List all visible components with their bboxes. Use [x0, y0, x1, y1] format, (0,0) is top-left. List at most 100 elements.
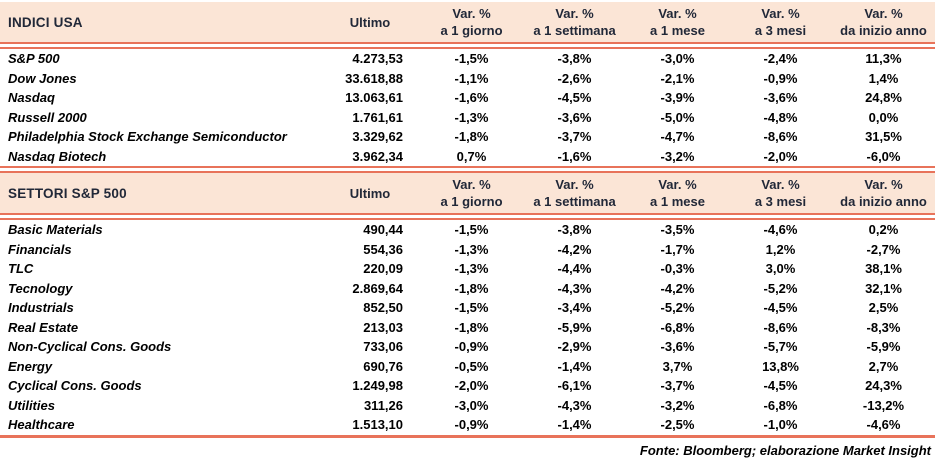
var-percent-value: -3,7% [660, 378, 695, 394]
var-percent-value: -5,9% [866, 339, 901, 355]
double-rule-divider [0, 213, 935, 220]
var-percent-value: -5,9% [557, 319, 592, 335]
var-percent-value: -3,9% [660, 90, 695, 106]
column-header-var-1-mese: Var. % a 1 mese [626, 2, 729, 42]
var-percent-value: -3,8% [557, 222, 592, 238]
var-percent-label: Var. % [658, 6, 697, 21]
table-row: Nasdaq 13.063,61 -1,6% -4,5% -3,9% -3,6% 24,8% [0, 88, 935, 108]
var-percent-value: -1,7% [660, 241, 695, 257]
var-percent-value: -4,3% [557, 280, 592, 296]
var-percent-value: -0,3% [660, 261, 695, 277]
var-percent-value: -2,7% [866, 241, 901, 257]
table-row: Philadelphia Stock Exchange Semiconducto… [0, 127, 935, 147]
var-percent-value: -1,8% [454, 129, 489, 145]
var-percent-value: -2,9% [557, 339, 592, 355]
period-label: a 1 settimana [533, 194, 616, 209]
table-row: Energy 690,76 -0,5% -1,4% 3,7% 13,8% 2,7% [0, 357, 935, 377]
var-percent-value: -3,4% [557, 300, 592, 316]
var-percent-value: -2,0% [763, 148, 798, 164]
row-label: Nasdaq [8, 90, 55, 106]
period-label: a 1 mese [650, 194, 705, 209]
var-percent-value: -3,8% [557, 51, 592, 67]
var-percent-value: -2,1% [660, 70, 695, 86]
ultimo-value: 1.513,10 [352, 417, 403, 433]
var-percent-value: -8,3% [866, 319, 901, 335]
var-percent-value: -1,8% [454, 319, 489, 335]
var-percent-value: -4,5% [763, 300, 798, 316]
ultimo-value: 33.618,88 [345, 70, 403, 86]
var-percent-value: -4,6% [763, 222, 798, 238]
ultimo-value: 13.063,61 [345, 90, 403, 106]
var-percent-value: -1,5% [454, 51, 489, 67]
row-label: Industrials [8, 300, 74, 316]
table-row: Nasdaq Biotech 3.962,34 0,7% -1,6% -3,2% -2,0… [0, 147, 935, 167]
settori-sp500-rows: Basic Materials 490,44 -1,5% -3,8% -3,5% -4,6… [0, 220, 935, 435]
table-row: Healthcare 1.513,10 -0,9% -1,4% -2,5% -1,0% -4… [0, 415, 935, 435]
ultimo-value: 2.869,64 [352, 280, 403, 296]
column-header-ultimo: Ultimo [349, 185, 391, 201]
var-percent-value: 1,4% [868, 70, 899, 86]
var-percent-value: -3,2% [660, 397, 695, 413]
column-header-ultimo: Ultimo [349, 14, 391, 30]
var-percent-value: -1,1% [454, 70, 489, 86]
ultimo-value: 1.761,61 [352, 109, 403, 125]
period-label: a 1 settimana [533, 23, 616, 38]
ultimo-value: 3.329,62 [352, 129, 403, 145]
table-row: Basic Materials 490,44 -1,5% -3,8% -3,5% -4,6… [0, 220, 935, 240]
var-percent-value: -1,8% [454, 280, 489, 296]
ultimo-value: 4.273,53 [352, 51, 403, 67]
column-header-var-inizio-anno: Var. % da inizio anno [832, 173, 935, 213]
var-percent-value: -6,0% [866, 148, 901, 164]
table-row: Industrials 852,50 -1,5% -3,4% -5,2% -4,5% 2,5… [0, 298, 935, 318]
var-percent-value: -0,9% [454, 417, 489, 433]
table-row: Non-Cyclical Cons. Goods 733,06 -0,9% -2,9%… [0, 337, 935, 357]
period-label: a 1 giorno [440, 194, 503, 209]
var-percent-value: -4,7% [660, 129, 695, 145]
var-percent-value: -0,9% [454, 339, 489, 355]
row-label: Tecnology [8, 280, 73, 296]
row-label: Utilities [8, 397, 55, 413]
table-row: Utilities 311,26 -3,0% -4,3% -3,2% -6,8% -13,2… [0, 396, 935, 416]
indici-usa-section: INDICI USA Ultimo Var. % a 1 giorno Var.… [0, 2, 935, 166]
row-label: Cyclical Cons. Goods [8, 378, 142, 394]
var-percent-value: 32,1% [865, 280, 902, 296]
var-percent-value: 31,5% [865, 129, 902, 145]
ultimo-value: 311,26 [363, 397, 403, 413]
settori-sp500-header-row: SETTORI S&P 500 Ultimo Var. % a 1 giorno… [0, 173, 935, 213]
var-percent-value: -4,4% [557, 261, 592, 277]
var-percent-value: -2,5% [660, 417, 695, 433]
var-percent-value: 11,3% [865, 51, 902, 67]
var-percent-value: -3,6% [660, 339, 695, 355]
ultimo-value: 733,06 [363, 339, 403, 355]
ultimo-value: 490,44 [363, 222, 403, 238]
var-percent-value: -1,3% [454, 261, 489, 277]
column-header-var-1-giorno: Var. % a 1 giorno [420, 173, 523, 213]
column-header-var-3-mesi: Var. % a 3 mesi [729, 173, 832, 213]
var-percent-value: -4,5% [557, 90, 592, 106]
ultimo-value: 690,76 [363, 358, 403, 374]
table-row: Real Estate 213,03 -1,8% -5,9% -6,8% -8,6% -8,… [0, 318, 935, 338]
row-label: S&P 500 [8, 51, 60, 67]
var-percent-value: 13,8% [762, 358, 799, 374]
var-percent-value: 2,5% [868, 300, 899, 316]
var-percent-label: Var. % [864, 177, 903, 192]
column-header-var-1-giorno: Var. % a 1 giorno [420, 2, 523, 42]
var-percent-value: -8,6% [763, 319, 798, 335]
indici-usa-rows: S&P 500 4.273,53 -1,5% -3,8% -3,0% -2,4% 11,3%… [0, 49, 935, 166]
period-label: da inizio anno [840, 23, 927, 38]
var-percent-value: -5,7% [763, 339, 798, 355]
table-row: TLC 220,09 -1,3% -4,4% -0,3% 3,0% 38,1% [0, 259, 935, 279]
var-percent-value: -5,0% [660, 109, 695, 125]
var-percent-value: -13,2% [862, 397, 905, 413]
row-label: Financials [8, 241, 72, 257]
var-percent-value: 2,7% [868, 358, 899, 374]
var-percent-value: -1,5% [454, 300, 489, 316]
var-percent-value: 3,7% [662, 358, 693, 374]
indici-usa-header-row: INDICI USA Ultimo Var. % a 1 giorno Var.… [0, 2, 935, 42]
var-percent-value: 0,2% [868, 222, 899, 238]
period-label: da inizio anno [840, 194, 927, 209]
row-label: Russell 2000 [8, 109, 87, 125]
bottom-rule [0, 434, 935, 438]
var-percent-value: -1,6% [557, 148, 592, 164]
